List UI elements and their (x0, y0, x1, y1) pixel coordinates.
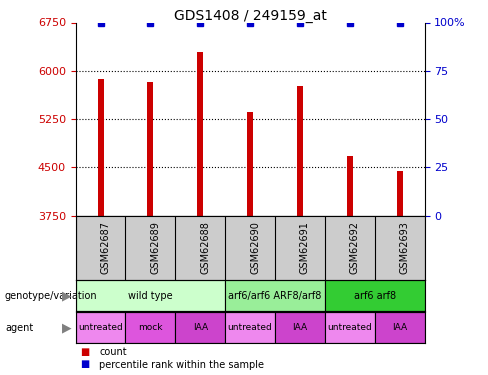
Text: GDS1408 / 249159_at: GDS1408 / 249159_at (174, 9, 326, 23)
Text: ■: ■ (81, 360, 90, 369)
Text: untreated: untreated (327, 323, 372, 332)
Text: count: count (99, 347, 127, 357)
Text: untreated: untreated (78, 323, 123, 332)
Bar (225, 312, 275, 343)
Text: ▶: ▶ (62, 321, 72, 334)
Bar (76, 280, 225, 311)
Text: IAA: IAA (292, 323, 307, 332)
Text: GSM62690: GSM62690 (250, 221, 260, 274)
Bar (397, 171, 403, 216)
Text: percentile rank within the sample: percentile rank within the sample (99, 360, 264, 369)
Bar (98, 78, 103, 216)
Text: ■: ■ (81, 347, 90, 357)
Text: wild type: wild type (128, 291, 173, 301)
Text: GSM62689: GSM62689 (150, 221, 161, 274)
Text: GSM62687: GSM62687 (101, 221, 111, 274)
Bar (147, 82, 153, 216)
Bar (347, 156, 353, 216)
Text: agent: agent (5, 322, 33, 333)
Text: mock: mock (138, 323, 163, 332)
Text: arf6 arf8: arf6 arf8 (354, 291, 396, 301)
Text: arf6/arf6 ARF8/arf8: arf6/arf6 ARF8/arf8 (228, 291, 322, 301)
Bar (197, 52, 203, 216)
Text: GSM62691: GSM62691 (300, 221, 310, 274)
Text: GSM62693: GSM62693 (400, 221, 409, 274)
Bar (175, 312, 225, 343)
Bar (275, 312, 325, 343)
Bar (76, 312, 125, 343)
Bar (247, 112, 253, 216)
Bar (325, 280, 425, 311)
Bar (297, 86, 303, 216)
Text: GSM62688: GSM62688 (200, 221, 210, 274)
Bar (225, 280, 325, 311)
Text: untreated: untreated (228, 323, 272, 332)
Text: genotype/variation: genotype/variation (5, 291, 98, 301)
Text: ▶: ▶ (62, 289, 72, 302)
Bar (375, 312, 425, 343)
Text: IAA: IAA (193, 323, 208, 332)
Text: GSM62692: GSM62692 (350, 221, 360, 274)
Text: IAA: IAA (392, 323, 407, 332)
Bar (325, 312, 375, 343)
Bar (125, 312, 175, 343)
